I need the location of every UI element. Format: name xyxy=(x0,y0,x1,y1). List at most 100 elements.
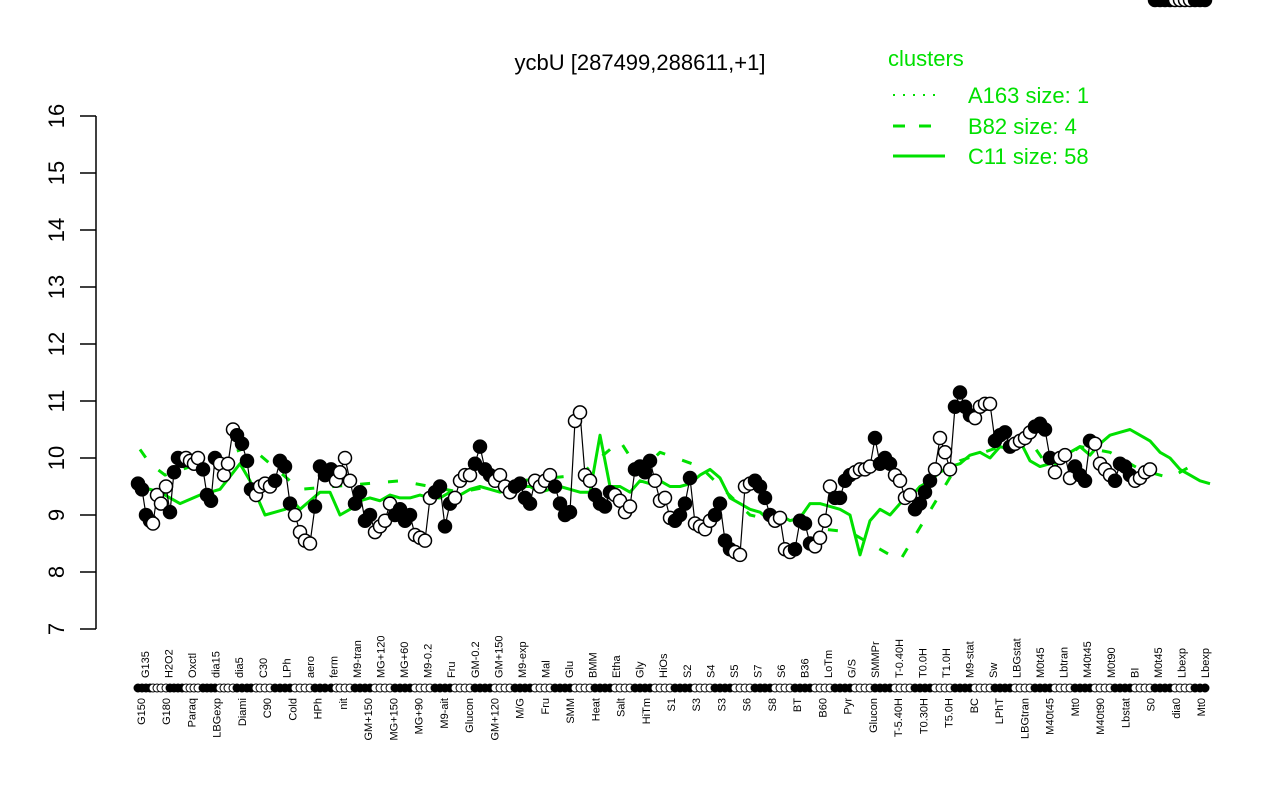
data-point xyxy=(203,493,219,508)
data-point xyxy=(153,496,169,511)
x-label-top: Fru xyxy=(446,662,458,679)
y-axis: 7 8 9 10 11 12 13 14 15 16 xyxy=(44,104,97,635)
data-point xyxy=(267,473,283,489)
x-label-top: S6 xyxy=(776,665,788,678)
chart-title: ycbU [287499,288611,+1] xyxy=(515,50,766,75)
data-point xyxy=(239,453,255,469)
x-label-top: HiOs xyxy=(658,653,670,678)
data-point xyxy=(787,541,803,557)
x-label-bottom: BT xyxy=(792,698,804,712)
legend-entry-a163: A163 size: 1 xyxy=(968,83,1089,108)
data-point xyxy=(307,499,323,514)
data-point xyxy=(657,490,673,506)
data-point xyxy=(647,473,663,489)
data-point xyxy=(332,465,348,480)
data-point xyxy=(982,396,998,412)
x-label-top: ferm xyxy=(328,656,340,678)
x-label-top: MG+60 xyxy=(399,642,411,678)
expression-points xyxy=(130,0,1213,563)
x-label-top: M9-stat xyxy=(964,641,976,678)
data-point xyxy=(1107,473,1123,489)
x-label-top: M0t45 xyxy=(1035,647,1047,678)
data-point xyxy=(952,385,968,400)
x-label-bottom: MG+150 xyxy=(388,698,400,741)
x-label-bottom: C90 xyxy=(262,698,274,718)
data-point xyxy=(682,470,698,486)
data-point xyxy=(832,490,848,506)
y-tick-label: 13 xyxy=(44,275,69,299)
x-label-bottom: Cold xyxy=(287,698,299,721)
x-label-top: Sw xyxy=(988,663,1000,678)
legend: clusters A163 size: 1 B82 size: 4 C11 si… xyxy=(888,46,1089,169)
y-tick-label: 8 xyxy=(44,566,69,578)
x-label-top: dia15 xyxy=(211,651,223,678)
data-point xyxy=(437,519,453,534)
data-point xyxy=(1142,462,1158,477)
x-label-bottom: G180 xyxy=(161,698,173,725)
data-point xyxy=(302,536,318,551)
condition-rug xyxy=(133,683,1210,693)
x-label-bottom: M40t45 xyxy=(1045,698,1057,735)
data-point xyxy=(1087,436,1103,451)
x-axis-labels: G135 H2O2 Oxctl dia15 dia5 C30 LPh aero ferm M9-t… xyxy=(136,636,1212,741)
data-point xyxy=(902,487,918,503)
x-label-top: G/S xyxy=(847,659,859,678)
x-label-top: LoTm xyxy=(823,650,835,678)
x-label-top: S7 xyxy=(752,665,764,678)
data-point xyxy=(642,453,658,469)
x-label-bottom: LBGtran xyxy=(1019,698,1031,739)
x-label-bottom: S1 xyxy=(666,698,678,711)
x-label-bottom: M/G xyxy=(515,698,527,719)
x-label-top: MG+120 xyxy=(376,636,388,679)
x-label-bottom: LBGexp xyxy=(212,698,224,738)
x-label-bottom: S3 xyxy=(716,698,728,711)
x-label-top: M9-0.2 xyxy=(423,644,435,678)
data-point xyxy=(162,504,178,520)
y-tick-label: 9 xyxy=(44,509,69,521)
data-point xyxy=(942,462,958,477)
data-point xyxy=(1077,473,1093,489)
data-point xyxy=(352,484,368,500)
x-label-top: T0.0H xyxy=(917,648,929,678)
data-point xyxy=(287,507,303,523)
x-label-bottom: S0 xyxy=(1146,698,1158,711)
data-point xyxy=(867,430,883,446)
rug-point xyxy=(1200,683,1210,693)
data-point xyxy=(362,507,378,523)
data-point xyxy=(812,530,828,546)
data-point xyxy=(447,490,463,506)
x-label-top: GM+150 xyxy=(493,636,505,679)
x-label-bottom: HiTm xyxy=(641,698,653,724)
data-point xyxy=(597,499,613,514)
x-label-bottom: Lbstat xyxy=(1120,698,1132,728)
y-tick-label: 12 xyxy=(44,332,69,356)
data-point xyxy=(166,465,182,480)
x-label-bottom: T5.0H xyxy=(944,698,956,728)
x-label-top: S5 xyxy=(729,665,741,678)
data-point xyxy=(1047,465,1063,480)
x-label-top: T-0.40H xyxy=(894,639,906,678)
data-point xyxy=(1197,0,1213,8)
data-point xyxy=(337,450,353,466)
data-point xyxy=(572,405,588,420)
data-point xyxy=(195,462,211,477)
x-label-top: LBGstat xyxy=(1012,638,1024,678)
data-point xyxy=(234,436,250,451)
x-label-bottom: S6 xyxy=(742,698,754,711)
y-tick-label: 10 xyxy=(44,446,69,470)
x-label-bottom: M40t90 xyxy=(1095,698,1107,735)
data-point xyxy=(937,445,953,460)
x-label-top: Lbexp xyxy=(1176,648,1188,678)
x-label-top: S2 xyxy=(682,665,694,678)
x-label-top: Lbexp xyxy=(1200,648,1212,678)
x-label-top: C30 xyxy=(258,658,270,678)
data-point xyxy=(892,473,908,489)
x-label-top: Etha xyxy=(611,654,623,678)
x-label-bottom: Heat xyxy=(590,698,602,721)
x-label-bottom: Fru xyxy=(540,698,552,715)
x-label-top: GM-0.2 xyxy=(470,641,482,678)
data-point xyxy=(757,490,773,506)
x-label-bottom: Pyr xyxy=(843,698,855,715)
data-point xyxy=(134,482,150,497)
